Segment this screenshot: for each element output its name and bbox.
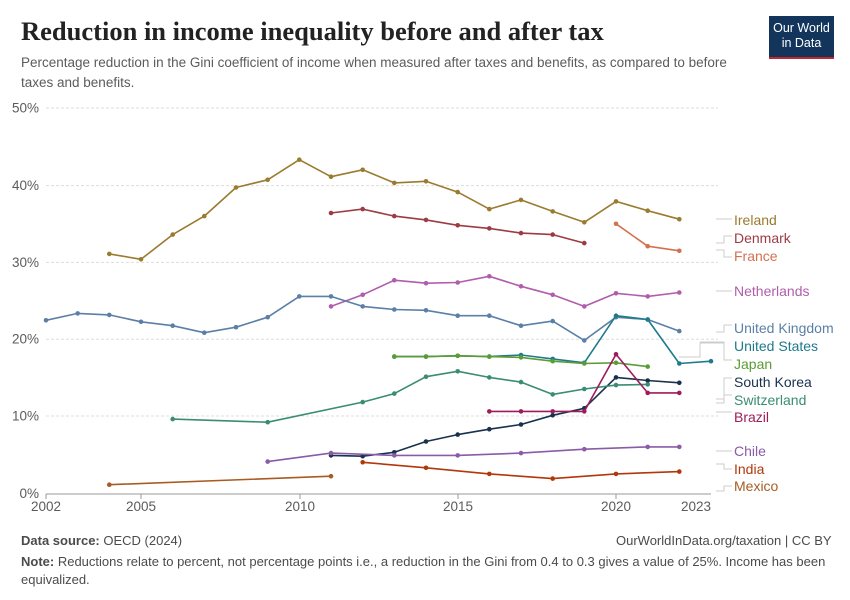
svg-text:2005: 2005 (126, 499, 156, 514)
svg-text:Brazil: Brazil (734, 409, 769, 425)
svg-text:United Kingdom: United Kingdom (734, 320, 834, 336)
svg-text:2010: 2010 (285, 499, 315, 514)
svg-text:India: India (734, 461, 765, 477)
svg-text:Chile: Chile (734, 443, 766, 459)
svg-text:2002: 2002 (31, 499, 61, 514)
svg-text:Ireland: Ireland (734, 212, 777, 228)
svg-text:10%: 10% (12, 408, 39, 423)
svg-text:South Korea: South Korea (734, 374, 812, 390)
svg-text:2023: 2023 (681, 499, 711, 514)
svg-text:Netherlands: Netherlands (734, 283, 810, 299)
svg-text:40%: 40% (12, 178, 39, 193)
svg-text:Japan: Japan (734, 356, 772, 372)
svg-text:Mexico: Mexico (734, 478, 779, 494)
svg-text:France: France (734, 248, 778, 264)
svg-text:50%: 50% (12, 101, 39, 116)
svg-text:United States: United States (734, 338, 818, 354)
svg-text:20%: 20% (12, 332, 39, 347)
svg-text:Denmark: Denmark (734, 230, 792, 246)
svg-text:Switzerland: Switzerland (734, 392, 806, 408)
svg-text:2015: 2015 (443, 499, 473, 514)
svg-text:2020: 2020 (601, 499, 631, 514)
svg-text:30%: 30% (12, 255, 39, 270)
